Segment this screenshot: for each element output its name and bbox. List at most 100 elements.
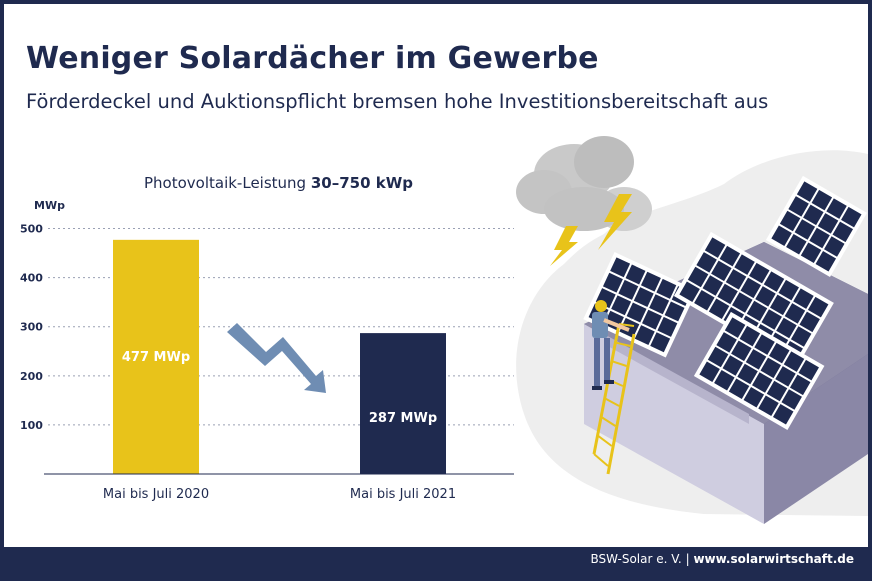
solar-cell xyxy=(784,303,806,324)
page-title: Weniger Solardächer im Gewerbe xyxy=(26,41,599,76)
solar-cell xyxy=(696,252,717,273)
solar-cell xyxy=(732,292,753,313)
solar-panel-roof-front xyxy=(693,311,825,430)
solar-cell xyxy=(702,275,724,296)
solar-cell xyxy=(634,325,655,346)
bar-data-label: 477 MWp xyxy=(122,350,190,365)
solar-cell xyxy=(749,262,770,284)
y-tick-label: 500 xyxy=(20,223,43,236)
solar-cell xyxy=(602,272,623,293)
solar-cell xyxy=(704,237,726,258)
solar-cell xyxy=(745,349,767,370)
y-tick-label: 200 xyxy=(20,370,43,383)
panel-frame xyxy=(765,175,867,277)
solar-panel-roof-top xyxy=(765,175,867,277)
solar-roof-illustration xyxy=(516,136,868,524)
ladder-rung xyxy=(615,341,631,347)
solar-cell xyxy=(725,269,747,290)
worker-icon xyxy=(592,300,630,390)
solar-cell xyxy=(664,301,685,322)
y-tick-label: 100 xyxy=(20,419,43,432)
solar-cell xyxy=(760,357,782,379)
solar-cell xyxy=(775,366,796,387)
solar-cell xyxy=(779,210,801,232)
y-axis-ticks: 100 200 300 400 500 xyxy=(20,223,43,432)
solar-cell xyxy=(714,370,735,391)
solar-cell xyxy=(641,309,662,330)
x-axis-labels: Mai bis Juli 2020 Mai bis Juli 2021 xyxy=(103,487,456,502)
solar-cell xyxy=(772,404,794,425)
ladder-rung xyxy=(596,434,613,447)
solar-cell xyxy=(657,316,678,337)
solar-cell xyxy=(771,225,792,247)
solar-cell xyxy=(743,387,765,408)
solar-cell xyxy=(815,251,837,272)
solar-cell xyxy=(758,395,779,417)
solar-cell xyxy=(724,317,746,338)
solar-cell xyxy=(755,286,776,307)
solar-cell xyxy=(740,277,762,299)
solar-cell xyxy=(800,242,822,264)
solar-cell xyxy=(824,236,845,257)
solar-cell xyxy=(731,340,752,362)
solar-cell xyxy=(817,213,839,234)
solar-cell xyxy=(610,257,631,278)
solar-cell xyxy=(708,298,730,320)
solar-cell xyxy=(640,271,661,292)
solar-cell xyxy=(763,271,785,292)
solar-cell xyxy=(761,309,782,330)
solar-cell xyxy=(783,351,805,372)
solar-cell xyxy=(739,325,761,347)
solar-cell xyxy=(679,281,700,303)
ladder-rungs xyxy=(593,323,635,467)
solar-cell xyxy=(832,221,854,243)
solar-cell xyxy=(752,372,773,393)
solar-cell xyxy=(793,288,814,309)
solar-cell xyxy=(625,264,646,285)
chart-title-prefix: Photovoltaik-Leistung xyxy=(144,174,311,192)
solar-cell xyxy=(737,363,758,385)
solar-cell xyxy=(766,380,788,402)
ladder-rung xyxy=(611,360,627,367)
chart-bars: 477 MWp 287 MWp xyxy=(113,239,446,474)
bar-chart: MWp 100 200 300 400 500 477 MWp 287 MWp Mai b… xyxy=(20,199,514,502)
solar-cell xyxy=(722,355,744,376)
solar-cell xyxy=(788,196,809,217)
bar-data-label: 287 MWp xyxy=(369,411,437,426)
chart-title-range: 30–750 kWp xyxy=(310,174,414,192)
solar-cell xyxy=(746,300,768,322)
storm-cloud-icon xyxy=(516,136,652,231)
solar-cell xyxy=(807,296,829,318)
solar-cell xyxy=(776,317,797,339)
x-tick-label: Mai bis Juli 2021 xyxy=(350,487,456,502)
solar-cell xyxy=(826,198,847,219)
ladder-rung xyxy=(604,397,620,407)
y-tick-label: 300 xyxy=(20,321,43,334)
panel-frame xyxy=(673,231,834,367)
solar-cell xyxy=(687,266,709,288)
solar-cell xyxy=(786,234,807,255)
solar-cell xyxy=(728,378,750,400)
footer-url-link[interactable]: www.solarwirtschaft.de xyxy=(693,552,854,566)
ladder-icon xyxy=(592,323,636,475)
solar-cell xyxy=(781,389,802,410)
solar-cell xyxy=(649,294,670,315)
chart-title: Photovoltaik-Leistung 30–750 kWp xyxy=(144,174,413,192)
infographic-card: Weniger Solardächer im Gewerbe Förderdec… xyxy=(4,4,868,547)
solar-cell xyxy=(707,346,729,368)
solar-cell xyxy=(650,332,671,353)
solar-cell xyxy=(803,204,824,226)
solar-cell xyxy=(796,181,818,202)
solar-cell xyxy=(694,290,715,311)
solar-cell xyxy=(699,361,720,383)
solar-cell xyxy=(734,254,755,275)
solar-cell xyxy=(798,359,819,381)
ladder-rung xyxy=(593,453,609,467)
solar-cell xyxy=(611,295,632,316)
solar-cell xyxy=(719,245,741,267)
page-subtitle: Förderdeckel und Auktionspflicht bremsen… xyxy=(26,90,769,113)
footer-separator: | xyxy=(685,552,690,566)
solar-cell xyxy=(794,219,816,240)
lightning-icon xyxy=(550,194,632,266)
